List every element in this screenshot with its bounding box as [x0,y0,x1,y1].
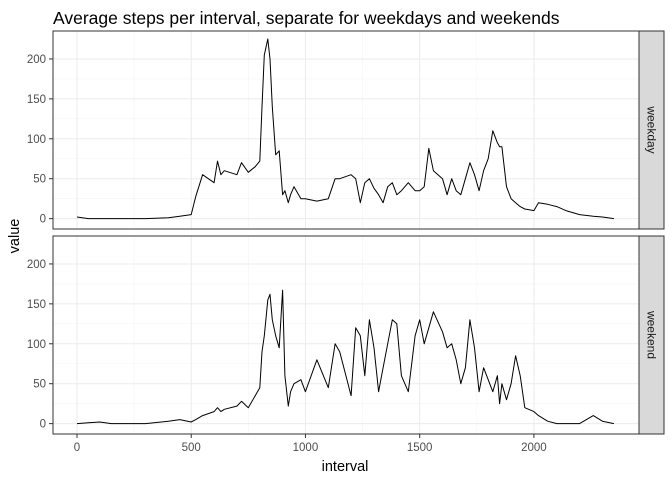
y-tick-label: 0 [40,214,46,226]
facet-panel-weekday: 0 50 100 150 200 weekday [27,30,665,230]
y-axis-title: value [7,219,23,254]
series-line-weekday [76,38,614,220]
y-tick-label: 200 [27,259,46,271]
facet-panels: 0 50 100 150 200 weekday 0 50 100 150 200 weekend 0 5… [27,30,665,454]
y-tick-label: 200 [27,54,46,66]
y-tick-label: 100 [27,134,46,146]
series-line-weekend [76,289,615,425]
facet-strip-weekday: weekday [638,30,665,230]
y-tick-label: 100 [27,339,46,351]
y-tick-label: 150 [27,94,46,106]
x-tick-label: 2000 [521,442,547,454]
facet-panel-weekend: 0 50 100 150 200 weekend [27,235,665,435]
y-tick-label: 0 [40,419,46,431]
y-tick-label: 50 [33,174,46,186]
x-axis-title: interval [322,459,369,475]
y-tick-label: 150 [27,299,46,311]
x-tick-label: 0 [74,442,80,454]
facet-strip-label: weekday [645,105,659,153]
x-tick-label: 500 [182,442,201,454]
facet-strip-background [638,30,665,230]
chart-title: Average steps per interval, separate for… [53,8,560,28]
facet-strip-background [638,235,665,435]
y-tick-label: 50 [33,379,46,391]
x-tick-label: 1500 [407,442,433,454]
facet-strip-weekend: weekend [638,235,665,435]
x-tick-label: 1000 [293,442,319,454]
facet-strip-label: weekend [645,310,659,359]
